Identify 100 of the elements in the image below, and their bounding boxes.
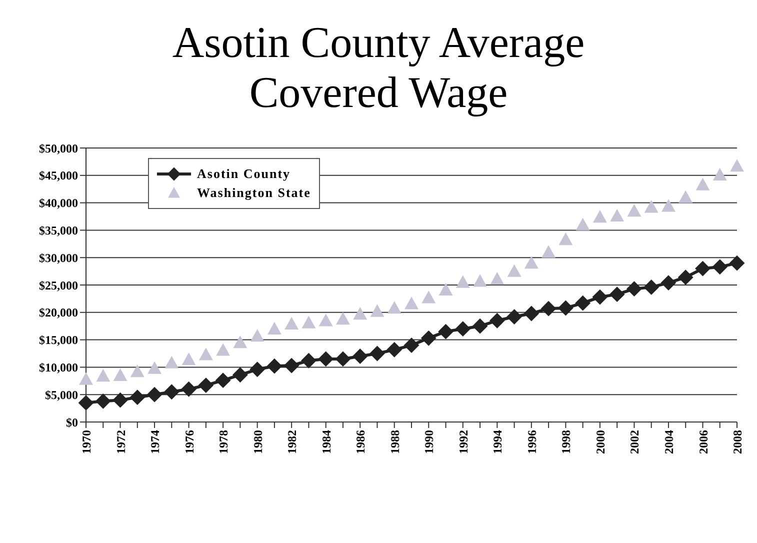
point [730, 256, 744, 271]
point [404, 338, 419, 353]
point [370, 346, 385, 361]
point [626, 281, 642, 296]
point [164, 356, 179, 368]
x-tick-label: 1992 [456, 430, 470, 454]
point [712, 259, 728, 274]
x-tick-label: 1996 [524, 430, 539, 454]
point [386, 342, 402, 358]
point [472, 318, 488, 334]
point [318, 351, 334, 366]
point [198, 378, 214, 393]
x-tick-label: 1988 [388, 430, 402, 454]
y-tick-label: $5,000 [45, 388, 78, 402]
point [730, 159, 744, 172]
x-tick-label: 1974 [148, 430, 162, 454]
point [644, 200, 658, 213]
point [576, 218, 590, 230]
point [524, 256, 538, 269]
x-tick-label: 1972 [114, 430, 128, 454]
point [130, 390, 145, 405]
legend-label: Asotin County [197, 166, 291, 182]
point [370, 304, 384, 317]
y-tick-label: $15,000 [39, 333, 78, 348]
point [575, 296, 590, 311]
y-tick-label: $20,000 [39, 306, 78, 320]
point [147, 387, 162, 402]
point [644, 280, 659, 295]
x-tick-label: 2006 [696, 430, 710, 454]
x-tick-label: 1990 [422, 430, 436, 454]
point [438, 282, 453, 296]
y-tick-label: $45,000 [39, 168, 78, 183]
x-tick-label: 1984 [319, 430, 334, 454]
point [592, 290, 608, 305]
y-tick-label: $35,000 [39, 223, 78, 238]
point [352, 348, 368, 364]
point [302, 316, 316, 328]
point [678, 270, 694, 285]
point [456, 275, 470, 288]
point [438, 324, 454, 340]
point [112, 392, 128, 408]
point [130, 364, 144, 378]
point [712, 168, 727, 180]
y-tick-label: $50,000 [39, 141, 78, 156]
point [301, 353, 316, 368]
x-tick-label: 1994 [490, 430, 505, 454]
point [558, 300, 574, 316]
point [96, 368, 110, 382]
point [387, 301, 402, 314]
point [592, 210, 607, 223]
point [198, 348, 213, 360]
point [455, 321, 470, 336]
point [507, 264, 522, 277]
x-tick-label: 1980 [250, 430, 265, 454]
x-tick-label: 2002 [628, 430, 642, 454]
x-tick-label: 1978 [216, 430, 231, 454]
point [284, 358, 300, 374]
x-tick-label: 1998 [559, 430, 574, 454]
point [661, 199, 676, 212]
point [610, 286, 625, 302]
point [542, 245, 556, 258]
point [318, 314, 333, 326]
point [335, 351, 350, 366]
point [695, 261, 710, 276]
point [541, 301, 556, 316]
point [404, 296, 418, 310]
point [558, 232, 573, 246]
y-tick-label: $0 [66, 415, 78, 430]
legend-label: Washington State [197, 185, 311, 201]
point [678, 190, 693, 203]
point [267, 322, 282, 334]
point [490, 313, 505, 328]
x-tick-label: 2000 [593, 430, 608, 454]
point [216, 343, 230, 356]
point [232, 367, 248, 382]
point [696, 178, 710, 190]
point [164, 384, 180, 400]
point [216, 372, 231, 388]
x-tick-label: 1976 [182, 430, 196, 454]
point [233, 336, 248, 348]
point [182, 352, 196, 366]
y-tick-label: $10,000 [39, 360, 78, 374]
point [113, 368, 128, 382]
point [610, 208, 624, 222]
x-tick-label: 1982 [285, 430, 300, 454]
point [79, 372, 93, 385]
point [473, 274, 488, 287]
x-tick-label: 2008 [730, 430, 745, 454]
point [421, 330, 436, 346]
x-tick-label: 1970 [80, 430, 94, 454]
point [353, 307, 368, 320]
point [506, 309, 522, 324]
y-tick-label: $40,000 [39, 196, 78, 210]
point [96, 394, 111, 409]
point [148, 361, 162, 374]
point [627, 204, 642, 217]
point [266, 358, 282, 374]
x-tick-label: 2004 [662, 430, 676, 454]
point [284, 316, 299, 330]
point [250, 362, 265, 377]
